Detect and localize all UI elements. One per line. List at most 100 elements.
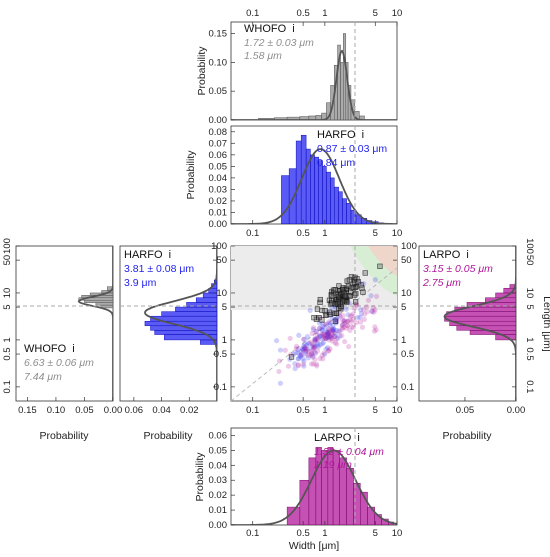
mean-value: 3.81 ± 0.08 μm <box>124 263 194 275</box>
scatter-point <box>310 361 316 367</box>
scatter-point <box>325 335 331 341</box>
scatter-point <box>327 322 333 328</box>
scatter-point <box>324 329 331 335</box>
scatter-point <box>342 293 349 299</box>
scatter-point <box>335 301 341 307</box>
scatter-point <box>342 338 348 345</box>
y-axis-title: Probability <box>196 46 208 96</box>
axis-ticks: 0.1 0.5 1 5 10 0.00 0.05 0.10 0.15 <box>209 8 403 126</box>
scatter-point <box>299 346 306 352</box>
tick-label: 5 <box>373 405 378 416</box>
scatter-point <box>344 299 350 305</box>
tick-label: 0.02 <box>209 196 228 207</box>
scatter-point <box>323 346 329 352</box>
scatter-point <box>334 318 340 324</box>
scatter-point <box>371 328 378 334</box>
scatter-point <box>337 329 343 335</box>
x-axis-title: Width [μm] <box>289 540 339 552</box>
scatter-point <box>361 316 367 323</box>
scatter-point <box>304 334 311 340</box>
scatter-point <box>273 338 280 344</box>
scatter-point <box>303 349 309 355</box>
scatter-point <box>332 301 339 307</box>
histogram-bar <box>202 292 217 299</box>
tick-label: 0.04 <box>152 405 171 416</box>
tick-label: 0.5 <box>297 8 310 19</box>
scatter-point <box>287 335 293 342</box>
scatter-point <box>337 333 343 339</box>
scatter-point <box>328 335 334 341</box>
scatter-point <box>347 317 353 323</box>
scatter-point <box>305 352 311 358</box>
scatter-point <box>321 350 327 356</box>
scatter-point <box>340 298 346 304</box>
scatter-point <box>327 334 334 340</box>
scatter-point <box>335 335 341 342</box>
histogram-bar <box>281 175 290 224</box>
scatter-point <box>313 328 320 334</box>
histogram-bar <box>154 330 217 335</box>
scatter-point <box>341 324 347 331</box>
scatter-point <box>349 319 355 325</box>
scatter-point <box>341 289 347 295</box>
scatter-point <box>327 346 333 352</box>
scatter-point <box>326 326 332 332</box>
scatter-point <box>352 279 358 286</box>
scatter-point <box>314 306 321 312</box>
scatter-point <box>344 318 350 324</box>
scatter-point <box>326 331 332 337</box>
mean-value: 6.63 ± 0.06 μm <box>24 357 94 369</box>
tick-label: 0.5 <box>2 347 13 360</box>
scatter-point <box>328 333 334 339</box>
scatter-point <box>372 277 378 283</box>
scatter-point <box>340 313 346 319</box>
tick-label: 0.05 <box>209 445 228 456</box>
scatter-point <box>343 296 349 302</box>
scatter-point <box>355 279 361 285</box>
scatter-point <box>314 332 320 338</box>
scatter-point <box>333 310 339 316</box>
tick-label: 10 <box>392 528 403 539</box>
scatter-point <box>331 329 337 336</box>
tick-label: 0.00 <box>209 115 228 126</box>
tick-label: 1 <box>322 405 327 416</box>
scatter-point <box>361 306 367 313</box>
axis-ticks: 0.1 0.5 1 5 10 0.00 0.01 0.02 0.03 0.04 0.05 0.06 <box>209 430 403 539</box>
scatter-point <box>301 358 307 364</box>
scatter-point <box>350 311 356 317</box>
scatter-point <box>372 324 378 330</box>
scatter-point <box>314 348 321 354</box>
scatter-point <box>308 339 314 345</box>
tick-label: 0.06 <box>209 150 228 161</box>
tick-label: 0.04 <box>209 460 228 471</box>
scatter-point <box>320 331 326 337</box>
scatter-point <box>310 347 316 353</box>
y-axis-title: Length [μm] <box>541 296 550 352</box>
scatter-point <box>359 324 366 330</box>
scatter-point <box>339 322 345 328</box>
scatter-point <box>358 310 364 317</box>
scatter-point <box>371 309 377 315</box>
scatter-point <box>298 353 304 359</box>
mode-value: 1.19 μm <box>314 459 352 471</box>
tick-label: 0.04 <box>209 173 228 184</box>
scatter-point <box>325 329 331 336</box>
scatter-point <box>317 296 323 303</box>
scatter-point <box>310 354 316 360</box>
histogram-bars <box>281 134 384 224</box>
scatter-point <box>372 307 378 313</box>
scatter-point <box>295 363 302 369</box>
tick-label: 100 <box>524 238 535 254</box>
fit-curve <box>144 246 217 401</box>
scatter-point <box>330 328 336 334</box>
histogram-bar <box>175 306 217 312</box>
scatter-point <box>329 293 335 299</box>
scatter-point <box>311 344 317 350</box>
scatter-point <box>302 344 308 350</box>
tick-label: 1 <box>322 8 327 19</box>
scatter-point <box>312 356 318 363</box>
histogram-bars <box>144 279 217 345</box>
tick-label: 0.15 <box>209 29 228 40</box>
